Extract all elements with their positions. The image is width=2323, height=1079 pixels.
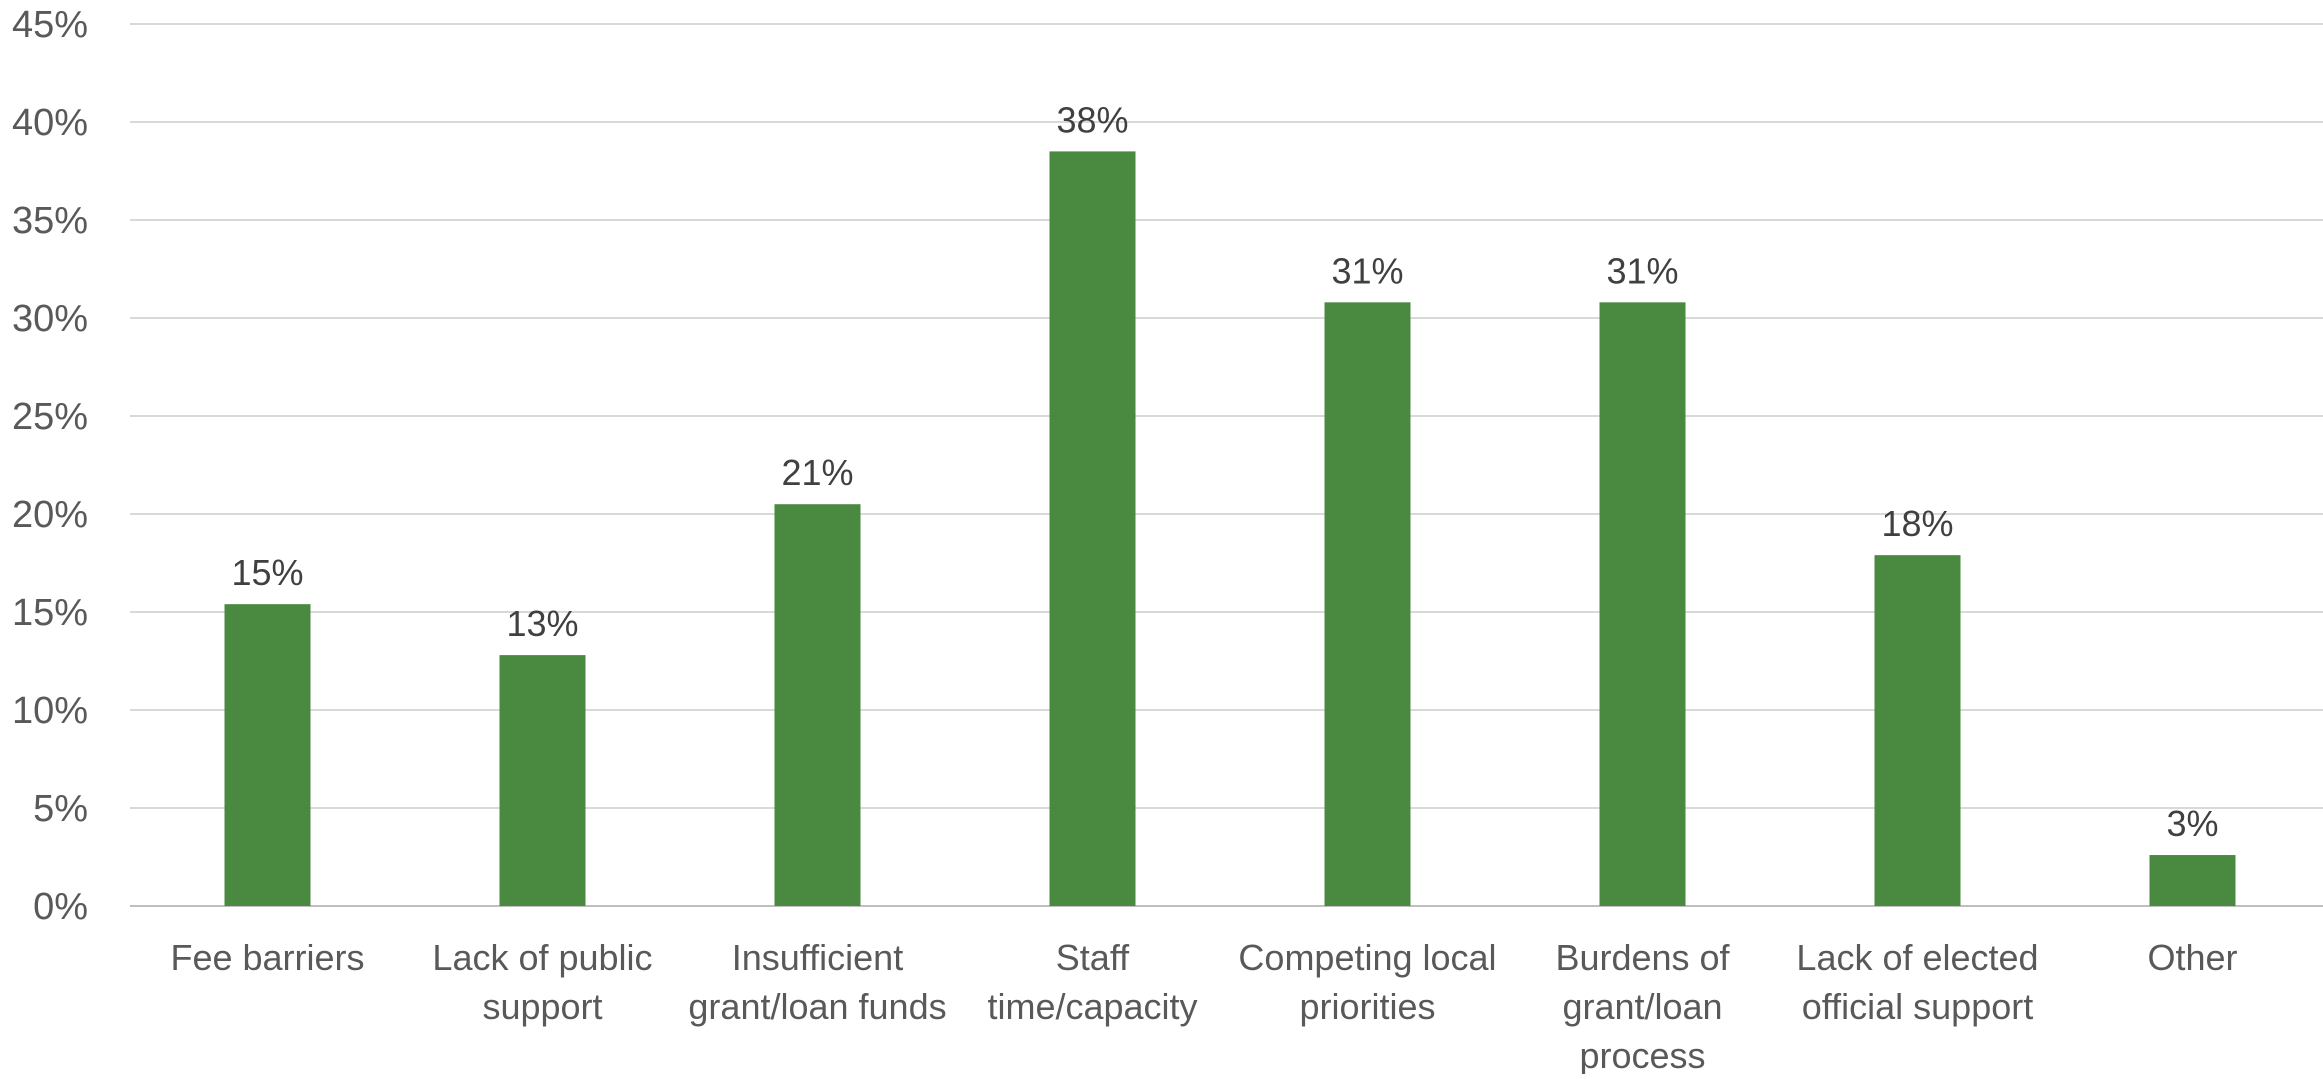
x-tick-label: Burdens of grant/loan process: [1555, 937, 1730, 1074]
y-tick-label: 30%: [12, 298, 88, 340]
data-label: 18%: [1881, 503, 1953, 544]
x-tick-label: Staff time/capacity: [987, 937, 1197, 1027]
bar: [499, 655, 586, 906]
x-axis-ticks: Fee barriers Lack of public support Insuffi…: [170, 937, 2237, 1076]
bar: [1324, 302, 1411, 906]
data-label: 15%: [231, 552, 303, 593]
y-tick-label: 35%: [12, 200, 88, 242]
data-label: 31%: [1331, 250, 1403, 291]
bar: [1874, 555, 1961, 906]
gridlines: [130, 23, 2323, 907]
y-tick-label: 15%: [12, 592, 88, 634]
bar: [224, 604, 311, 906]
x-tick-label: Other: [2147, 937, 2237, 978]
y-tick-label: 0%: [33, 886, 88, 928]
x-tick-label: Lack of public support: [432, 937, 652, 1027]
bar: [774, 504, 861, 906]
x-tick-label: Competing local priorities: [1238, 937, 1496, 1027]
y-tick-label: 5%: [33, 788, 88, 830]
data-labels: 15% 13% 21% 38% 31% 31% 18% 3%: [231, 99, 2218, 844]
bar: [1599, 302, 1686, 906]
data-label: 3%: [2166, 803, 2218, 844]
bar: [2149, 855, 2236, 906]
x-tick-label: Insufficient grant/loan funds: [688, 937, 946, 1027]
data-label: 31%: [1606, 250, 1678, 291]
data-label: 21%: [781, 452, 853, 493]
x-tick-label: Lack of elected official support: [1796, 937, 2038, 1027]
data-label: 13%: [506, 603, 578, 644]
y-tick-label: 20%: [12, 494, 88, 536]
bar: [1049, 151, 1136, 906]
x-tick-label: Fee barriers: [170, 937, 364, 978]
y-tick-label: 25%: [12, 396, 88, 438]
y-tick-label: 10%: [12, 690, 88, 732]
y-tick-label: 40%: [12, 102, 88, 144]
bars: [224, 151, 2236, 906]
y-axis-ticks: 0% 5% 10% 15% 20% 25% 30% 35% 40% 45%: [12, 4, 88, 928]
y-tick-label: 45%: [12, 4, 88, 46]
data-label: 38%: [1056, 99, 1128, 140]
